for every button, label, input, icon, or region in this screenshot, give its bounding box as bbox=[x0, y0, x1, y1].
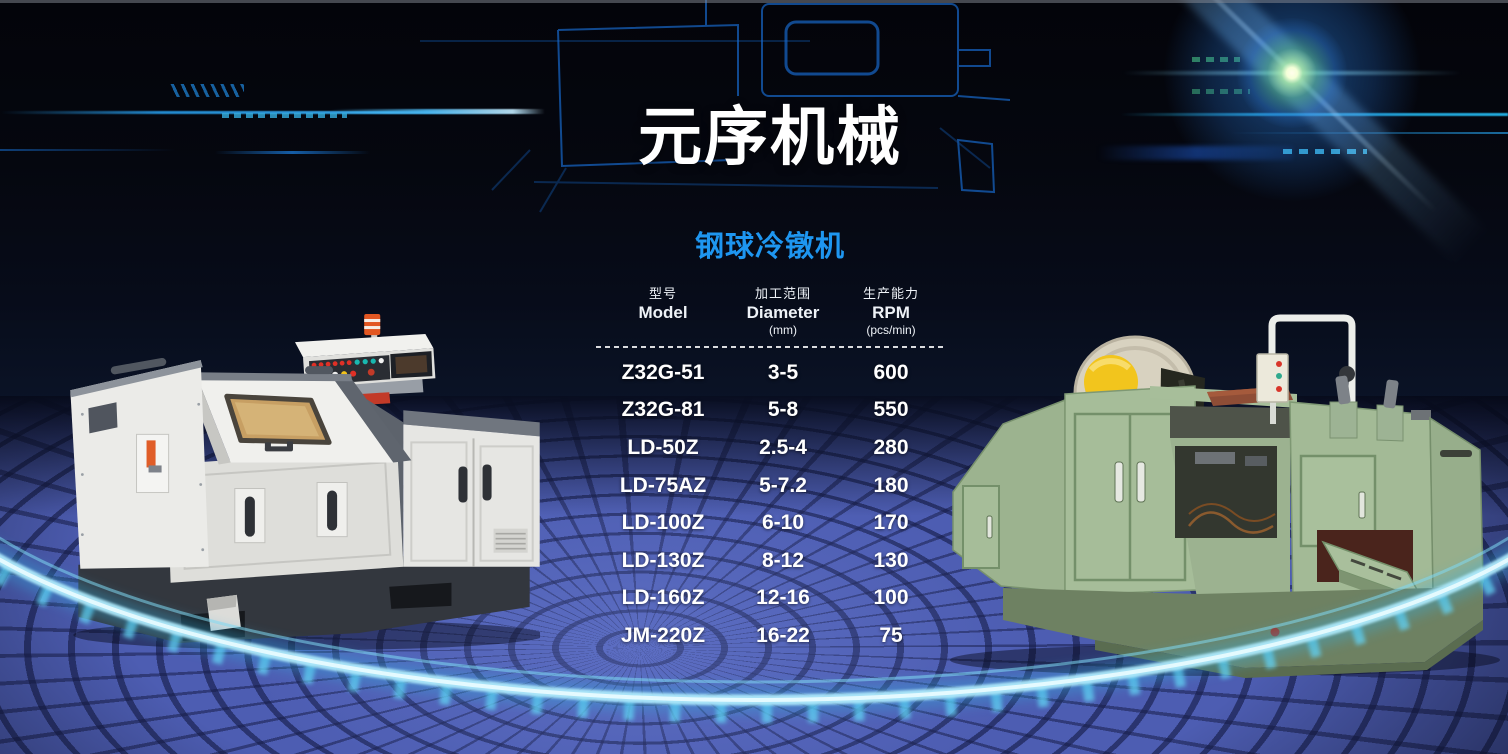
model-cell: LD-50Z bbox=[627, 435, 699, 459]
right-machine-midsection bbox=[1170, 406, 1290, 602]
frame-control-box bbox=[1256, 353, 1289, 424]
spec-table: 型号 Model 加工范围 Diameter (mm) 生产能力 RPM (pc… bbox=[596, 280, 946, 655]
table-row: LD-100Z 6-10 170 bbox=[596, 504, 946, 542]
dashed-separator bbox=[596, 346, 946, 348]
rpm-cell: 550 bbox=[873, 398, 909, 422]
rpm-cell: 180 bbox=[873, 473, 909, 497]
model-cell: JM-220Z bbox=[620, 623, 706, 647]
diameter-cell: 5-7.2 bbox=[759, 473, 807, 497]
table-row: LD-160Z 12-16 100 bbox=[596, 580, 946, 618]
table-row: Z32G-81 5-8 550 bbox=[596, 392, 946, 430]
left-machine-side-panel bbox=[70, 360, 209, 569]
rpm-cell: 75 bbox=[879, 623, 903, 647]
right-machine-end-wedge bbox=[1429, 416, 1484, 591]
diameter-cell: 6-10 bbox=[761, 511, 805, 535]
rpm-cell: 280 bbox=[873, 435, 909, 459]
table-row: LD-50Z 2.5-4 280 bbox=[596, 429, 946, 467]
right-machine-doors bbox=[1064, 385, 1198, 596]
diameter-cell: 16-22 bbox=[756, 623, 810, 647]
rpm-cell: 130 bbox=[873, 548, 909, 572]
right-machine-nose bbox=[952, 398, 1066, 593]
model-cell: Z32G-81 bbox=[621, 398, 705, 422]
rpm-cell: 600 bbox=[873, 360, 909, 384]
left-machine-hood bbox=[110, 357, 412, 465]
table-row: JM-220Z 16-22 75 bbox=[596, 617, 946, 655]
table-row: LD-75AZ 5-7.2 180 bbox=[596, 467, 946, 505]
diameter-cell: 8-12 bbox=[761, 548, 805, 572]
model-cell: LD-160Z bbox=[621, 586, 705, 610]
top-edge-strip bbox=[0, 0, 1508, 3]
spec-table-header: 型号 Model 加工范围 Diameter (mm) 生产能力 RPM (pc… bbox=[596, 280, 946, 337]
column-header-rpm: 生产能力 RPM (pcs/min) bbox=[862, 286, 919, 337]
diameter-cell: 3-5 bbox=[767, 360, 799, 384]
diameter-cell: 2.5-4 bbox=[759, 435, 807, 459]
left-machine-doors bbox=[403, 410, 540, 567]
spec-table-body: Z32G-51 3-5 600 Z32G-81 5-8 550 LD-50Z 2… bbox=[596, 354, 946, 655]
right-machine-image bbox=[950, 314, 1500, 678]
frame-tube bbox=[1268, 314, 1356, 416]
model-cell: Z32G-51 bbox=[621, 360, 705, 384]
wireframe-machine-outline bbox=[491, 0, 1010, 213]
model-cell: LD-100Z bbox=[621, 511, 705, 535]
rpm-cell: 100 bbox=[873, 586, 909, 610]
column-header-model: 型号 Model bbox=[638, 286, 688, 322]
diameter-cell: 12-16 bbox=[756, 586, 810, 610]
glow-ring bbox=[0, 536, 1508, 723]
table-row: Z32G-51 3-5 600 bbox=[596, 354, 946, 392]
diameter-cell: 5-8 bbox=[767, 398, 799, 422]
model-cell: LD-130Z bbox=[621, 548, 705, 572]
column-header-diameter: 加工范围 Diameter (mm) bbox=[746, 286, 820, 337]
model-cell: LD-75AZ bbox=[619, 473, 707, 497]
page-title: 元序机械 bbox=[638, 101, 902, 173]
page-subtitle: 钢球冷镦机 bbox=[694, 231, 845, 263]
table-row: LD-130Z 8-12 130 bbox=[596, 542, 946, 580]
rpm-cell: 170 bbox=[873, 511, 909, 535]
left-machine-image bbox=[70, 314, 540, 650]
